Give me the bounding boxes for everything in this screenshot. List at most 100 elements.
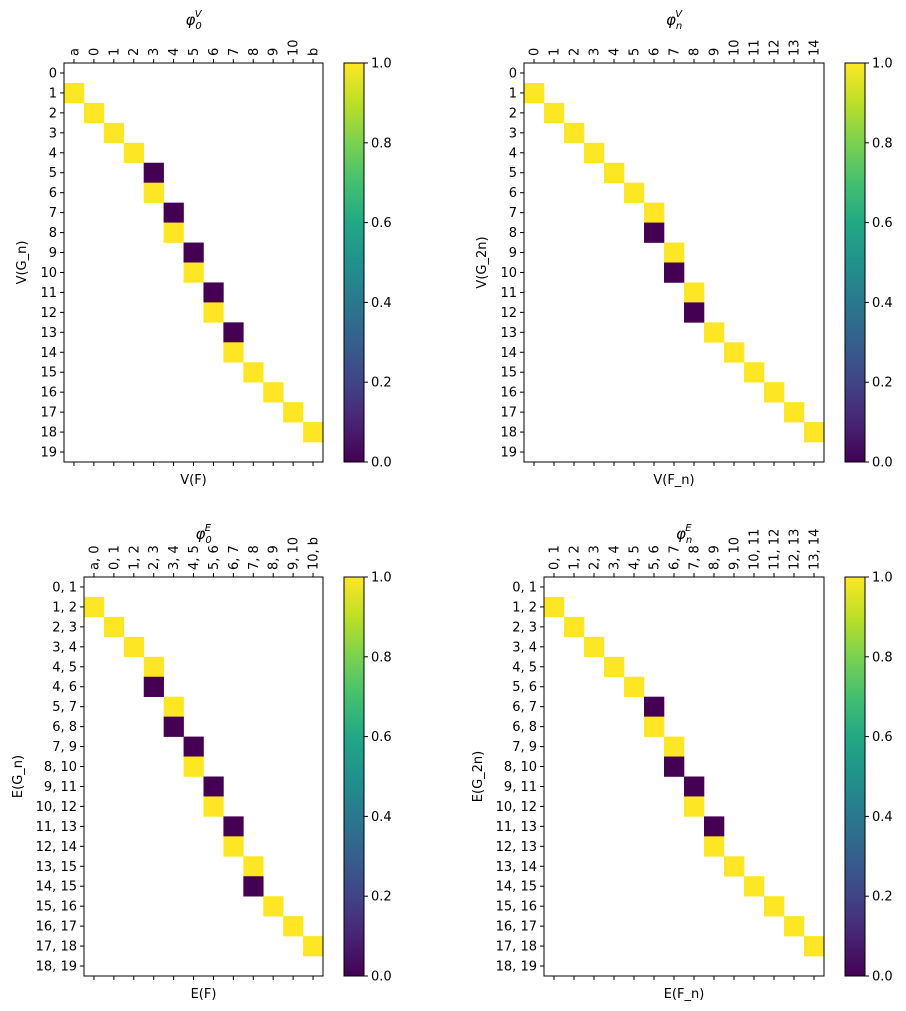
y-tick-label: 11, 13: [496, 820, 537, 835]
heatmap-cell: [223, 342, 244, 363]
y-tick-label: 6, 8: [52, 720, 77, 735]
heatmap-cell: [544, 596, 565, 618]
colorbar-tick-label: 0.8: [371, 650, 392, 665]
x-tick-label: 4, 5: [187, 545, 202, 570]
x-axis-label: E(F): [191, 987, 217, 1002]
y-tick-label: 7: [509, 206, 517, 221]
heatmap-cell: [223, 816, 244, 837]
y-tick-label: 18: [40, 426, 57, 441]
y-tick-label: 13: [500, 326, 517, 341]
x-tick-label: 2, 3: [147, 545, 162, 570]
colorbar: [343, 62, 365, 463]
x-tick-label: 11, 12: [768, 529, 783, 570]
y-tick-label: 4, 5: [52, 660, 77, 675]
x-tick-label: 9, 10: [728, 537, 743, 570]
x-tick-label: 0, 1: [548, 545, 563, 570]
heatmap-cell: [684, 302, 705, 323]
heatmap-cell: [564, 616, 585, 638]
y-tick-label: 0, 1: [52, 580, 77, 595]
title-subscript: n: [676, 21, 682, 32]
y-tick-label: 18, 19: [496, 960, 537, 975]
y-tick-label: 4, 5: [512, 660, 537, 675]
x-tick-label: 10: [287, 39, 302, 56]
title-base: φ: [196, 525, 206, 543]
y-tick-label: 11: [500, 286, 517, 301]
title-base: φ: [186, 11, 196, 29]
y-tick-label: 19: [40, 446, 57, 461]
y-tick-label: 15: [40, 366, 57, 381]
colorbar-tick-label: 0.2: [371, 376, 392, 391]
colorbar-tick-label: 0.2: [872, 376, 893, 391]
heatmap-panel: 0, 1 1, 2 2, 3 3, 4 4, 5 4, 6 5, 7 6, 8 7, 9 8, 1…: [11, 523, 392, 1002]
y-tick-label: 8, 10: [44, 760, 77, 775]
heatmap-cell: [123, 636, 145, 658]
heatmap-cell: [103, 616, 125, 638]
heatmap-cell: [584, 636, 605, 658]
y-tick-label: 15: [500, 366, 517, 381]
x-tick-label: 1: [548, 48, 563, 56]
x-tick-label: 10, b: [307, 537, 322, 570]
y-tick-label: 7: [49, 206, 57, 221]
title-base: φ: [676, 525, 686, 543]
title-superscript: V: [675, 9, 683, 20]
x-tick-label: 5, 6: [207, 545, 222, 570]
heatmap-cell: [804, 422, 825, 443]
x-tick-label: 11: [748, 39, 763, 56]
y-tick-label: 5: [49, 166, 57, 181]
heatmap-cell: [143, 676, 164, 697]
colorbar-tick-label: 0.6: [872, 730, 893, 745]
x-tick-label: 13: [788, 39, 803, 56]
x-tick-label: 4, 5: [628, 545, 643, 570]
heatmap-cell: [203, 776, 224, 797]
x-tick-label: a: [67, 48, 82, 56]
heatmap-cell: [163, 696, 184, 717]
x-axis-label: E(F_n): [664, 987, 705, 1002]
heatmap-cell: [303, 422, 324, 443]
heatmap-panel: 0, 1 1, 2 2, 3 3, 4 4, 5 5, 6 6, 7 6, 8 7, 9 8, 1…: [471, 523, 893, 1002]
y-tick-label: 3, 4: [512, 640, 537, 655]
y-tick-label: 12: [500, 306, 517, 321]
heatmap-cell: [644, 222, 665, 243]
x-tick-label: 14: [808, 39, 823, 56]
y-tick-label: 19: [500, 446, 517, 461]
y-tick-label: 17: [500, 406, 517, 421]
x-tick-label: 9: [267, 48, 282, 56]
y-tick-label: 13, 15: [36, 860, 77, 875]
heatmap-cell: [684, 776, 705, 797]
x-tick-label: 10: [728, 39, 743, 56]
heatmap-cell: [83, 102, 105, 124]
x-tick-label: 6: [207, 48, 222, 56]
x-axis-label: V(F_n): [653, 473, 694, 488]
heatmap-cell: [263, 896, 284, 917]
x-tick-label: 3: [147, 48, 162, 56]
x-tick-label: b: [307, 48, 322, 56]
heatmap-cell: [724, 342, 745, 363]
x-tick-label: 4: [167, 48, 182, 56]
title-superscript: E: [685, 523, 692, 534]
colorbar-tick-label: 0.0: [872, 970, 893, 985]
y-tick-label: 8, 10: [504, 760, 537, 775]
heatmap-cell: [664, 736, 685, 757]
heatmap-cell: [143, 656, 164, 678]
y-tick-label: 18: [500, 426, 517, 441]
x-tick-label: 12: [768, 39, 783, 56]
y-tick-label: 17: [40, 406, 57, 421]
y-tick-label: 4, 6: [52, 680, 77, 695]
heatmap-cell: [283, 916, 304, 937]
y-tick-label: 6: [49, 186, 57, 201]
y-tick-label: 0, 1: [512, 580, 537, 595]
plot-frame: [543, 576, 825, 977]
heatmap-cell: [604, 162, 625, 183]
heatmap-cell: [624, 182, 645, 203]
y-tick-label: 1: [49, 86, 57, 101]
y-tick-label: 15, 16: [496, 900, 537, 915]
heatmap-cell: [744, 876, 765, 897]
heatmap-cell: [564, 122, 585, 144]
y-tick-label: 16: [40, 386, 57, 401]
y-tick-label: 3: [509, 126, 517, 141]
y-tick-label: 6, 8: [512, 720, 537, 735]
x-tick-label: 0: [87, 48, 102, 56]
